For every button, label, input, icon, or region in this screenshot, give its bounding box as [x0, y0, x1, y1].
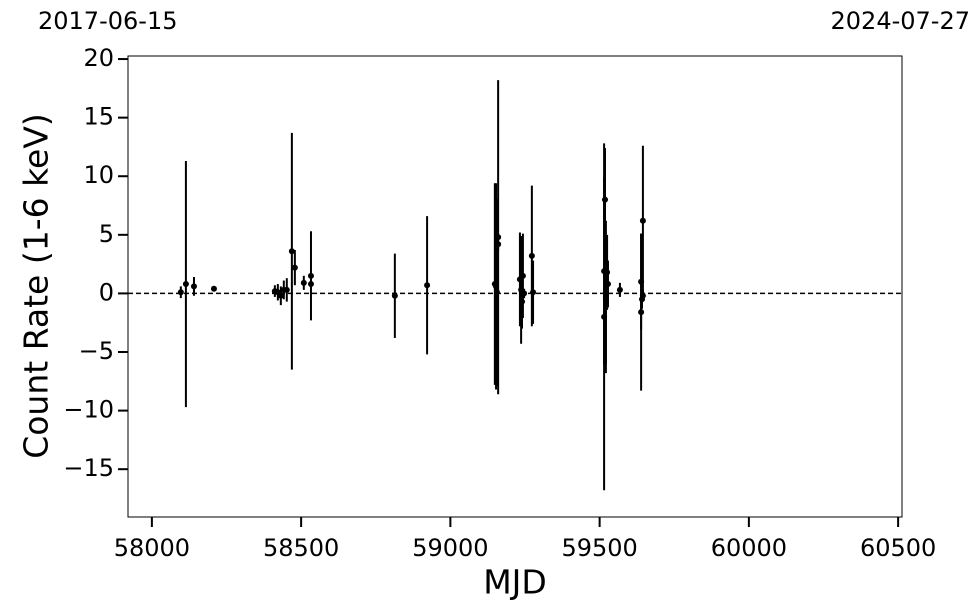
- point: [528, 252, 535, 259]
- point: [307, 281, 314, 288]
- point: [291, 264, 298, 271]
- x-tick-label: 58500: [263, 534, 339, 562]
- point: [495, 241, 502, 248]
- y-tick-label: 5: [99, 220, 114, 248]
- point: [639, 217, 646, 224]
- point: [177, 289, 184, 296]
- x-tick-label: 60500: [860, 534, 936, 562]
- plot-frame: [127, 55, 903, 518]
- point: [495, 234, 502, 241]
- point: [300, 279, 307, 286]
- point: [283, 286, 290, 293]
- point: [530, 289, 537, 296]
- point: [182, 281, 189, 288]
- y-tick-label: −15: [63, 454, 114, 482]
- top-label: 2024-07-27: [831, 7, 970, 35]
- point: [638, 309, 645, 316]
- point: [639, 292, 646, 299]
- point: [190, 283, 197, 290]
- y-tick-label: −10: [63, 396, 114, 424]
- x-axis-label: MJD: [483, 563, 547, 602]
- point: [521, 290, 528, 297]
- point: [424, 282, 431, 289]
- point: [391, 292, 398, 299]
- point: [307, 272, 314, 279]
- point: [519, 272, 526, 279]
- top-label: 2017-06-15: [38, 7, 177, 35]
- point: [601, 196, 608, 203]
- point: [616, 286, 623, 293]
- x-tick-label: 58000: [114, 534, 190, 562]
- point: [210, 285, 217, 292]
- y-tick-label: 0: [99, 278, 114, 306]
- y-tick-label: 10: [83, 161, 114, 189]
- point: [288, 248, 295, 255]
- y-tick-label: −5: [79, 337, 114, 365]
- point: [604, 281, 611, 288]
- x-tick-label: 59500: [561, 534, 637, 562]
- x-tick-label: 60000: [711, 534, 787, 562]
- y-tick-label: 20: [83, 44, 114, 72]
- x-tick-label: 59000: [412, 534, 488, 562]
- point: [277, 292, 284, 299]
- y-tick-label: 15: [83, 103, 114, 131]
- y-axis-label: Count Rate (1-6 keV): [17, 113, 56, 459]
